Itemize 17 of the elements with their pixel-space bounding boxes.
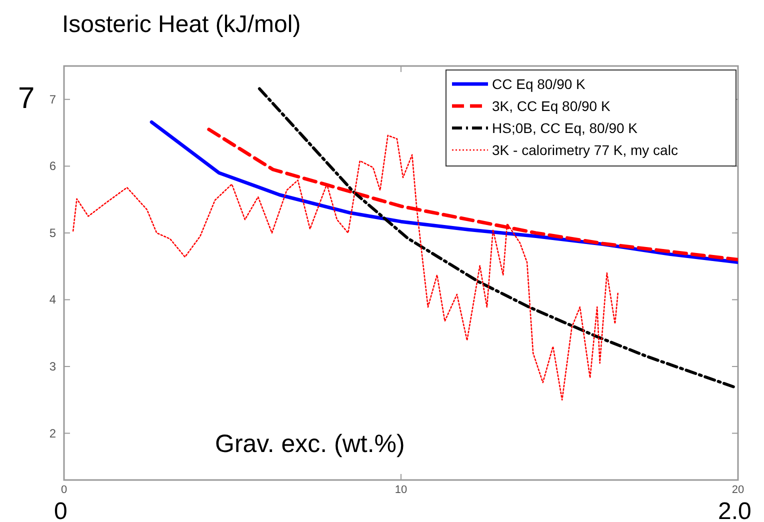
y-tick-label: 6	[49, 159, 56, 174]
legend-label: 3K, CC Eq 80/90 K	[492, 98, 611, 114]
legend-label: HS;0B, CC Eq, 80/90 K	[492, 120, 638, 136]
y-tick-label: 5	[49, 226, 56, 240]
text: 7	[18, 82, 35, 115]
x-tick-label: 20	[732, 484, 744, 496]
x-tick-label: 0	[60, 484, 68, 496]
y-tick-label: 7	[49, 92, 56, 106]
y-tick-label: 4	[49, 292, 56, 307]
legend-label: CC Eq 80/90 K	[492, 76, 586, 92]
legend-label: 3K - calorimetry 77 K, my calc	[492, 142, 678, 158]
text: 2.0	[718, 498, 752, 522]
x-tick-label: 10	[394, 484, 408, 496]
x-axis-title: Grav. exc. (wt.%)	[215, 430, 405, 458]
y-tick-label: 2	[49, 426, 56, 440]
chart-title: Isosteric Heat (kJ/mol)	[62, 11, 301, 38]
y-tick-label: 3	[49, 359, 56, 374]
